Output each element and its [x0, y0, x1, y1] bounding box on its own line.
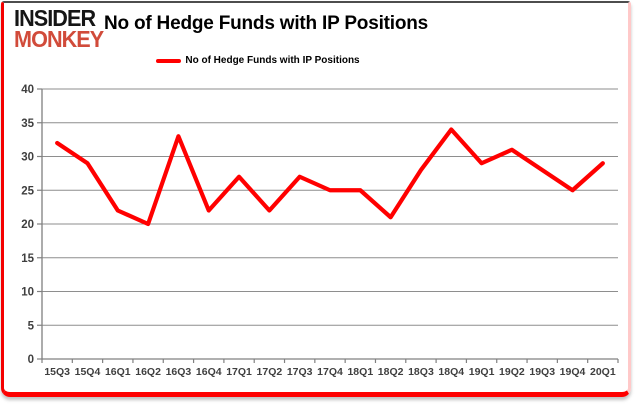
- x-axis-label: 17Q4: [317, 366, 343, 378]
- x-axis-label: 16Q1: [105, 366, 131, 378]
- x-axis-label: 17Q2: [257, 366, 283, 378]
- x-axis-label: 20Q1: [590, 366, 616, 378]
- hedge-funds-series-line: [55, 127, 605, 227]
- y-axis-label: 0: [28, 354, 34, 366]
- x-axis-label: 15Q3: [44, 366, 70, 378]
- y-axis-label: 30: [21, 152, 34, 164]
- y-axis-labels: 0 5 10 15 20 25 30 35 40: [21, 84, 34, 366]
- logo-line-monkey: MONKEY: [14, 26, 104, 53]
- x-axis-label: 18Q1: [347, 366, 373, 378]
- y-axis-label: 5: [28, 320, 35, 332]
- y-axis-label: 10: [21, 287, 34, 299]
- x-axis-label: 19Q4: [560, 366, 586, 378]
- chart-legend: No of Hedge Funds with IP Positions: [0, 55, 516, 66]
- x-axis-label: 19Q1: [469, 366, 495, 378]
- x-axis-labels: 15Q3 15Q4 16Q1 16Q2 16Q3 16Q4 17Q1 17Q2 17Q3 17Q4…: [44, 366, 616, 378]
- y-axis-label: 20: [21, 219, 34, 231]
- gridlines: [42, 88, 618, 326]
- x-axis-label: 18Q2: [378, 366, 404, 378]
- y-axis-label: 25: [21, 185, 34, 197]
- y-axis-label: 40: [21, 84, 34, 96]
- legend-line-swatch-icon: [156, 58, 182, 63]
- x-axis-label: 17Q1: [226, 366, 252, 378]
- x-axis-label: 18Q4: [438, 366, 464, 378]
- x-axis-label: 19Q3: [529, 366, 555, 378]
- chart-title: No of Hedge Funds with IP Positions: [103, 13, 429, 34]
- x-axis-label: 15Q4: [75, 366, 101, 378]
- insider-monkey-logo: INSIDER MONKEY: [14, 5, 104, 53]
- x-axis-label: 16Q4: [196, 366, 222, 378]
- x-axis-label: 16Q3: [166, 366, 192, 378]
- logo-line-insider: INSIDER: [14, 5, 96, 31]
- x-axis-label: 18Q3: [408, 366, 434, 378]
- y-axis-label: 35: [21, 118, 34, 130]
- x-axis-label: 16Q2: [135, 366, 161, 378]
- y-axis-label: 15: [21, 253, 34, 265]
- legend-label: No of Hedge Funds with IP Positions: [185, 55, 360, 66]
- x-axis-label: 19Q2: [499, 366, 525, 378]
- x-axis-label: 17Q3: [287, 366, 313, 378]
- tick-marks: [37, 88, 619, 363]
